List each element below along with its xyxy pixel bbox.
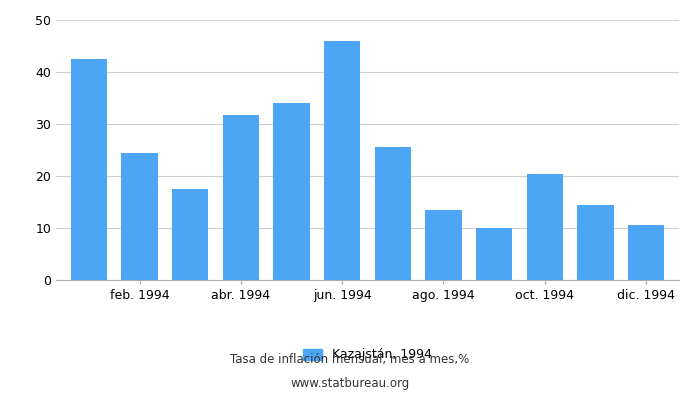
Bar <box>273 103 310 280</box>
Bar <box>121 152 158 280</box>
Bar <box>172 189 209 280</box>
Bar <box>628 225 664 280</box>
Bar <box>578 204 614 280</box>
Bar <box>324 41 360 280</box>
Bar <box>223 115 259 280</box>
Bar <box>476 228 512 280</box>
Bar <box>526 174 563 280</box>
Text: www.statbureau.org: www.statbureau.org <box>290 378 410 390</box>
Text: Tasa de inflación mensual, mes a mes,%: Tasa de inflación mensual, mes a mes,% <box>230 354 470 366</box>
Bar <box>71 59 107 280</box>
Bar <box>425 210 462 280</box>
Legend: Kazajstán, 1994: Kazajstán, 1994 <box>298 344 437 366</box>
Bar <box>374 147 411 280</box>
